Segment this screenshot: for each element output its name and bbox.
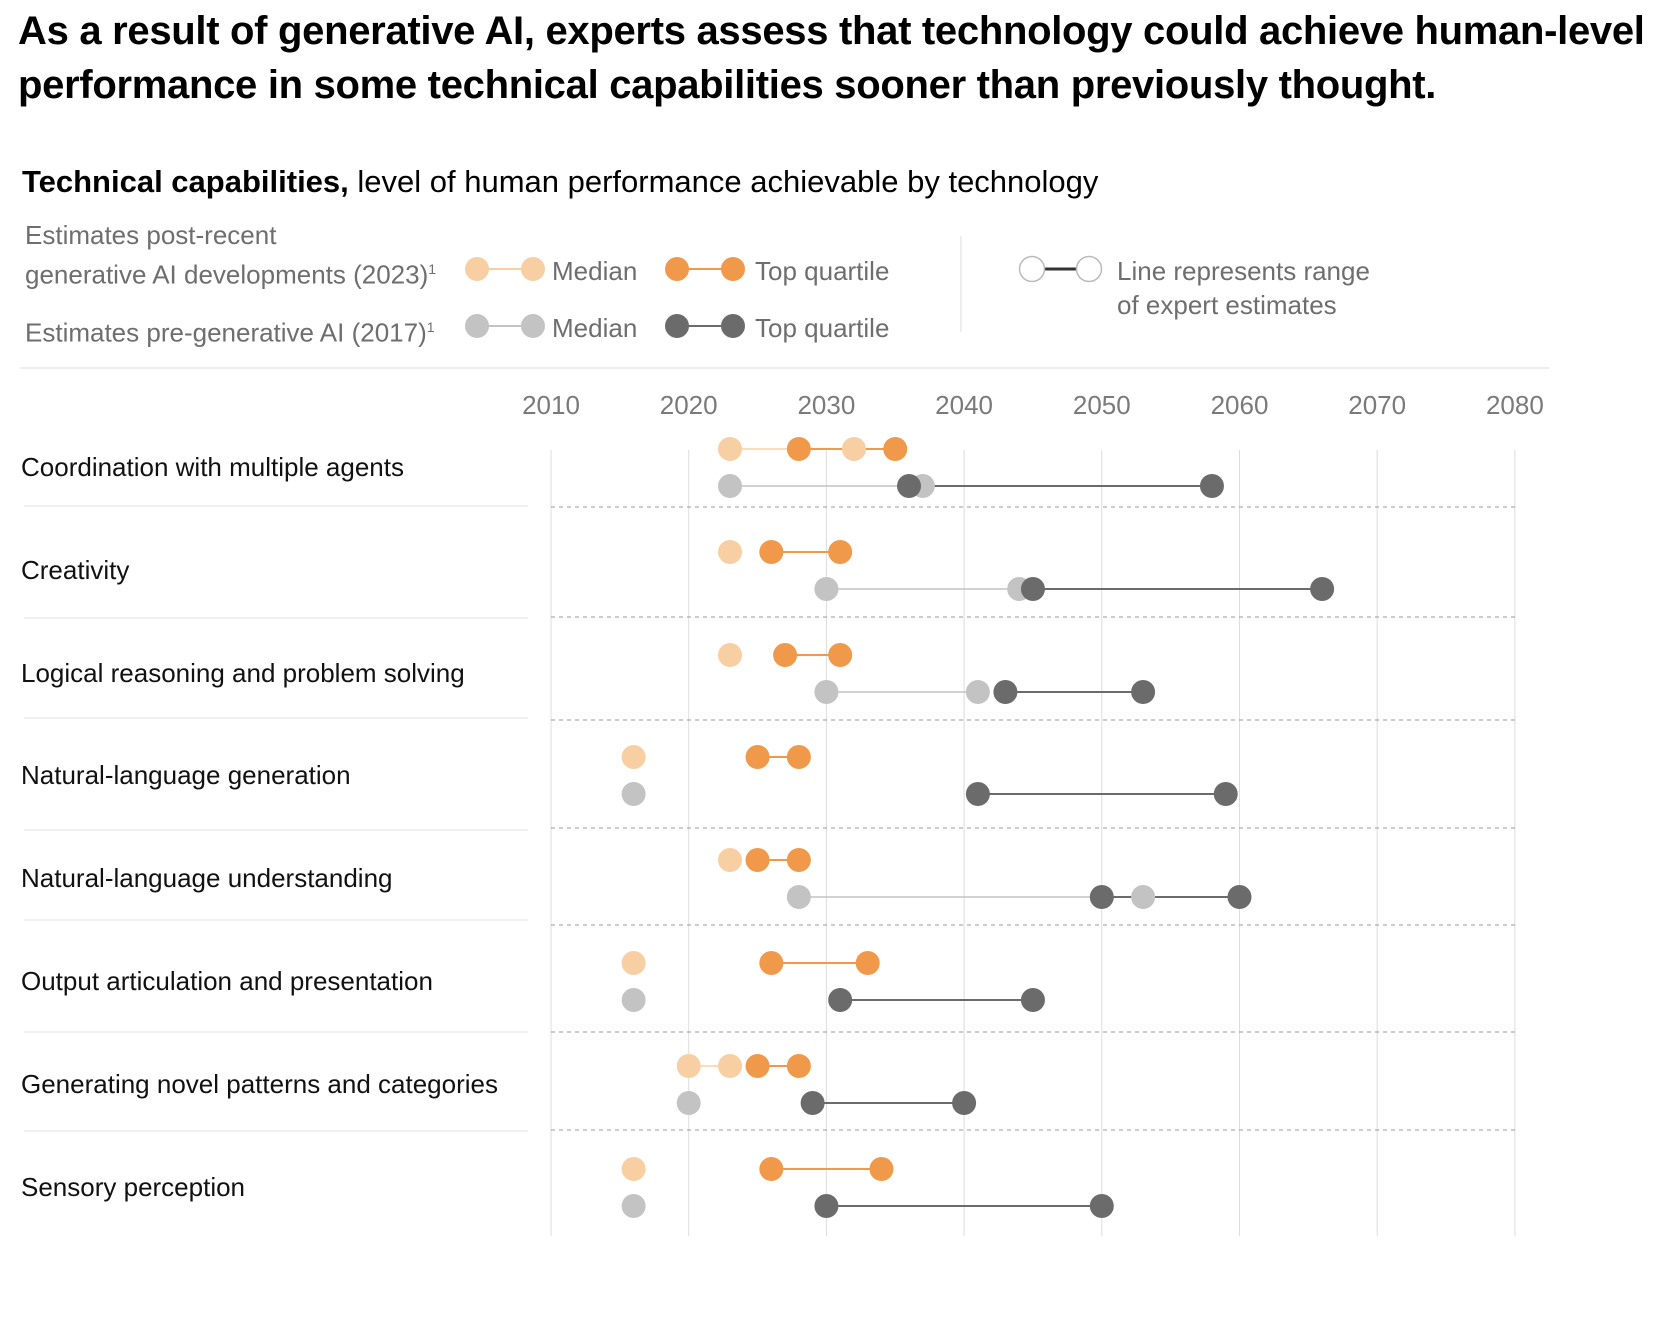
pre-top-quartile-point (1020, 577, 1045, 601)
post-top-quartile-point (745, 745, 770, 769)
post-median-point (718, 1054, 743, 1078)
post-median-point (718, 643, 743, 667)
pre-median-point (786, 885, 811, 909)
legend-range-line2: of expert estimates (1117, 290, 1337, 320)
post-top-quartile-point (745, 848, 770, 872)
post-top-quartile-point (759, 951, 784, 975)
pre-top-quartile-point (1089, 885, 1114, 909)
post-top-quartile-point (759, 540, 784, 564)
post-top-quartile-point (828, 540, 853, 564)
pre-top-quartile-point (952, 1091, 977, 1115)
post-top-quartile-point (855, 951, 880, 975)
category-label: Coordination with multiple agents (21, 452, 404, 482)
chart-title: As a result of generative AI, experts as… (18, 9, 1645, 107)
category-label: Sensory perception (21, 1172, 245, 1202)
footnote-mark: 1 (428, 261, 437, 277)
pre-top-quartile-point (993, 680, 1018, 704)
x-tick-label: 2050 (1073, 390, 1131, 420)
pre-top-quartile-point (1089, 1194, 1114, 1218)
post-top-quartile-point (828, 643, 853, 667)
pre-top-quartile-point (1213, 782, 1238, 806)
plot-area: 2010 2020 2030 2040 2050 2060 2070 2080 Coordina… (21, 390, 1544, 1236)
x-tick-label: 2040 (935, 390, 993, 420)
pre-median-point (814, 680, 839, 704)
x-tick-label: 2030 (797, 390, 855, 420)
pre-median-point (965, 680, 990, 704)
pre-top-quartile-point (1227, 885, 1252, 909)
pre-median-point (814, 577, 839, 601)
post-median-point (718, 848, 743, 872)
post-top-quartile-point (869, 1157, 894, 1181)
pre-top-quartile-point (965, 782, 990, 806)
legend-post-top-label: Top quartile (755, 256, 889, 286)
footnote-mark: 1 (426, 319, 435, 335)
subtitle-rest: level of human performance achievable by… (348, 164, 1099, 199)
legend-pre-top-label: Top quartile (755, 313, 889, 343)
post-median-point (621, 1157, 646, 1181)
x-tick-label: 2060 (1211, 390, 1269, 420)
legend-post-median-swatch (465, 257, 545, 281)
legend-range-line1: Line represents range (1117, 256, 1370, 286)
category-label: Natural-language generation (21, 760, 351, 790)
legend-pre-label: Estimates pre-generative AI (2017)1 (25, 310, 435, 350)
post-median-point (718, 437, 743, 461)
category-label: Output articulation and presentation (21, 966, 433, 996)
post-top-quartile-point (773, 643, 798, 667)
pre-top-quartile-point (1131, 680, 1156, 704)
post-top-quartile-point (786, 848, 811, 872)
post-top-quartile-point (786, 745, 811, 769)
legend-pre-median-swatch (465, 314, 545, 338)
category-label: Logical reasoning and problem solving (21, 658, 465, 688)
x-tick-label: 2020 (660, 390, 718, 420)
post-median-point (718, 540, 743, 564)
chart-subtitle: Technical capabilities, level of human p… (22, 162, 1098, 202)
pre-top-quartile-point (897, 474, 922, 498)
pre-median-point (621, 782, 646, 806)
post-median-point (676, 1054, 701, 1078)
category-label: Natural-language understanding (21, 863, 393, 893)
x-tick-label: 2070 (1348, 390, 1406, 420)
legend-range-note: Line represents range of expert estimates (1117, 254, 1370, 322)
x-tick-label: 2080 (1486, 390, 1544, 420)
pre-top-quartile-point (800, 1091, 825, 1115)
legend-post-median-label: Median (552, 256, 637, 286)
pre-top-quartile-point (1199, 474, 1224, 498)
post-median-point (621, 745, 646, 769)
pre-top-quartile-point (1020, 988, 1045, 1012)
post-top-quartile-point (745, 1054, 770, 1078)
post-top-quartile-point (883, 437, 908, 461)
pre-median-point (718, 474, 743, 498)
post-top-quartile-point (786, 437, 811, 461)
pre-median-point (621, 1194, 646, 1218)
pre-top-quartile-point (814, 1194, 839, 1218)
post-top-quartile-point (759, 1157, 784, 1181)
pre-median-point (621, 988, 646, 1012)
legend-post-label-line1: Estimates post-recent (25, 220, 277, 250)
pre-top-quartile-point (1310, 577, 1335, 601)
subtitle-bold: Technical capabilities, (22, 164, 349, 199)
legend-post-top-swatch (665, 257, 745, 281)
legend-pre-label-text: Estimates pre-generative AI (2017) (25, 317, 427, 348)
pre-median-point (1131, 885, 1156, 909)
post-median-point (841, 437, 866, 461)
legend-post-label: Estimates post-recent generative AI devel… (25, 218, 436, 292)
legend-pre-top-swatch (665, 314, 745, 338)
legend-pre-median-label: Median (552, 313, 637, 343)
category-label: Creativity (21, 555, 129, 585)
legend-post-label-line2: generative AI developments (2023) (25, 259, 429, 290)
category-label: Generating novel patterns and categories (21, 1069, 498, 1099)
post-median-point (621, 951, 646, 975)
legend-range-swatch (1018, 255, 1103, 283)
pre-top-quartile-point (828, 988, 853, 1012)
post-top-quartile-point (786, 1054, 811, 1078)
pre-median-point (676, 1091, 701, 1115)
x-tick-label: 2010 (522, 390, 580, 420)
